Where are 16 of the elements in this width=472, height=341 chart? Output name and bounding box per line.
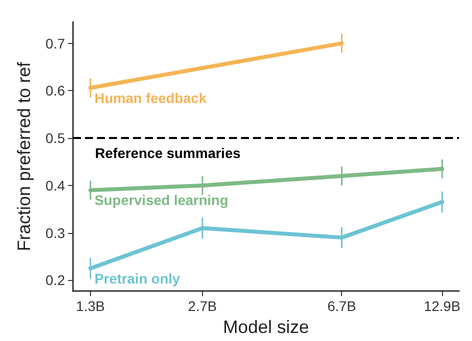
x-tick-label: 12.9B [424,298,460,314]
y-axis-title: Fraction preferred to ref [14,61,34,252]
y-tick-label: 0.2 [46,272,66,288]
x-tick-label: 1.3B [76,298,105,314]
series-label: Supervised learning [94,192,228,208]
x-tick-label: 2.7B [188,298,217,314]
y-tick-label: 0.5 [46,130,66,146]
y-tick-label: 0.6 [46,82,66,99]
x-tick-label: 6.7B [327,298,356,314]
series-label: Human feedback [94,90,207,106]
series-label: Pretrain only [94,270,180,286]
y-tick-label: 0.4 [46,177,66,194]
y-tick-label: 0.7 [46,35,66,52]
y-tick-label: 0.3 [46,224,66,241]
x-axis-title: Model size [222,317,310,337]
ref-line-label: Reference summaries [95,145,241,162]
